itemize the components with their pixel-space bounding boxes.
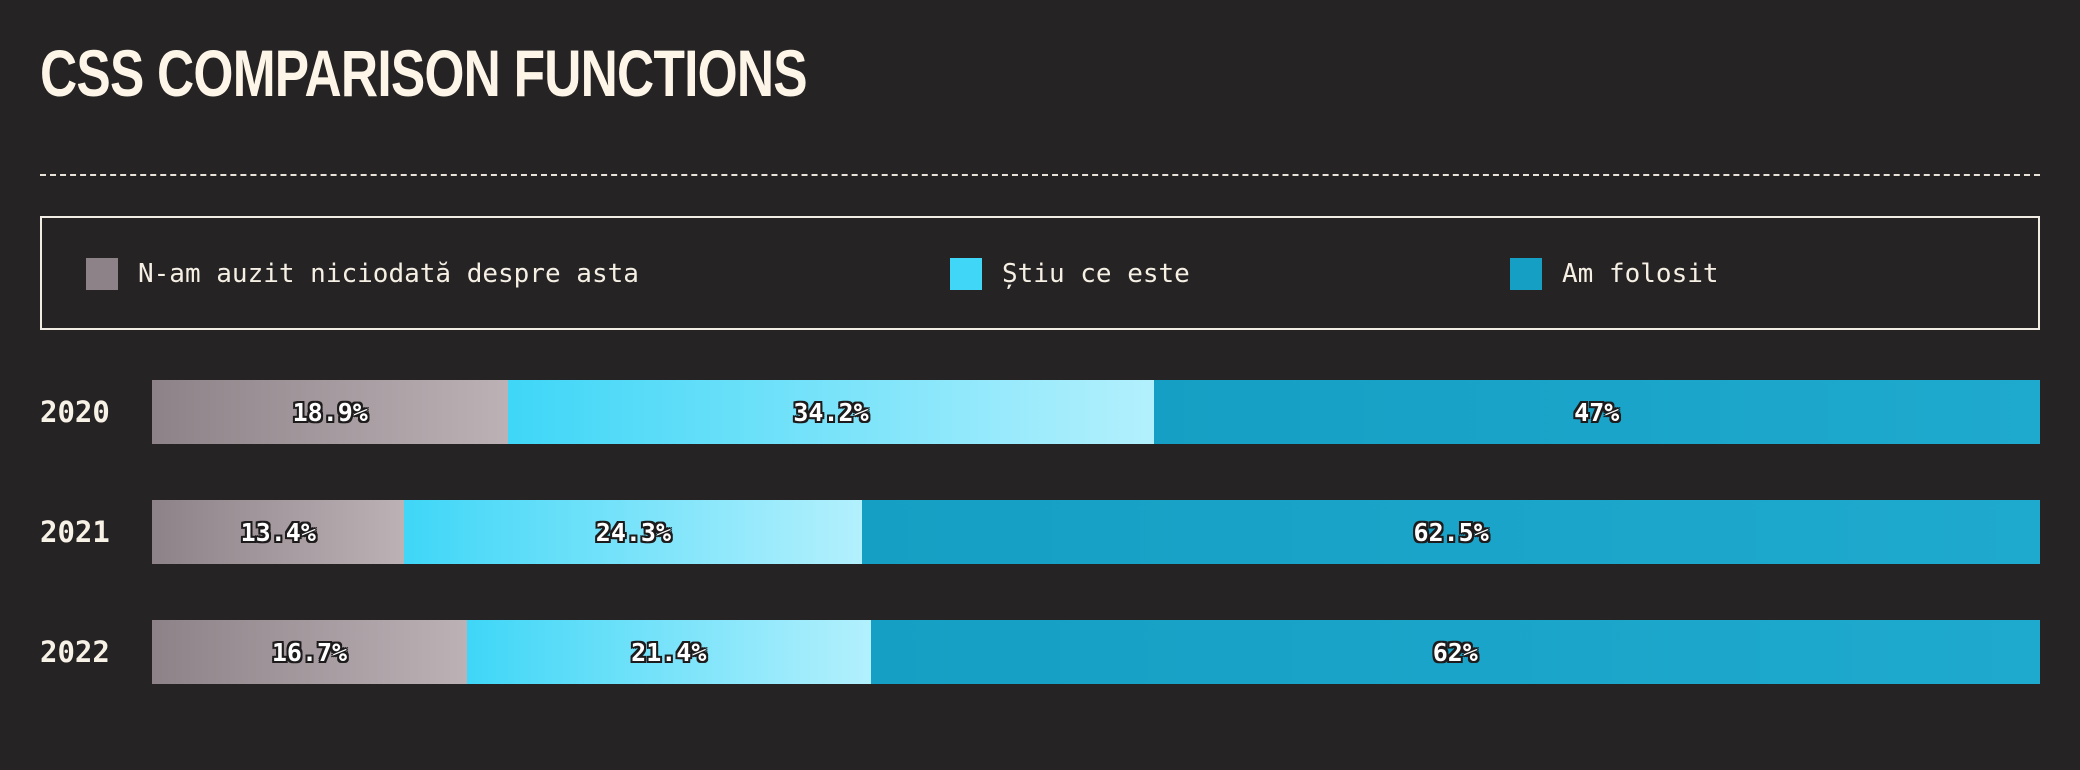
bar-segment-know-what-it-is: 21.4%: [466, 620, 871, 684]
chart-title: CSS COMPARISON FUNCTIONS: [40, 36, 808, 110]
legend-item-never-heard: N-am auzit niciodată despre asta: [86, 258, 639, 290]
legend-item-used-it: Am folosit: [1510, 258, 1719, 290]
bar-segment-used-it: 47%: [1153, 380, 2040, 444]
bar-row-2021: 2021 13.4% 24.3% 62.5%: [40, 500, 2040, 564]
legend: N-am auzit niciodată despre asta Știu ce…: [40, 216, 2040, 330]
legend-swatch-never-heard: [86, 258, 118, 290]
year-label: 2022: [40, 635, 110, 669]
bar-segment-used-it: 62.5%: [862, 500, 2040, 564]
stacked-bar: 18.9% 34.2% 47%: [152, 380, 2040, 444]
bar-row-2022: 2022 16.7% 21.4% 62%: [40, 620, 2040, 684]
legend-swatch-used-it: [1510, 258, 1542, 290]
bar-segment-used-it: 62%: [870, 620, 2040, 684]
data-label: 47%: [1574, 397, 1620, 427]
data-label: 16.7%: [271, 637, 348, 667]
data-label: 21.4%: [631, 637, 707, 667]
year-label: 2021: [40, 515, 110, 549]
data-label: 34.2%: [793, 397, 869, 427]
bar-segment-know-what-it-is: 24.3%: [404, 500, 863, 564]
data-label: 62%: [1432, 637, 1478, 667]
bar-row-2020: 2020 18.9% 34.2% 47%: [40, 380, 2040, 444]
legend-item-know-what-it-is: Știu ce este: [950, 258, 1190, 290]
legend-swatch-know-what-it-is: [950, 258, 982, 290]
legend-label-never-heard: N-am auzit niciodată despre asta: [138, 259, 639, 289]
year-label: 2020: [40, 395, 110, 429]
stacked-bar: 16.7% 21.4% 62%: [152, 620, 2040, 684]
bar-segment-never-heard: 16.7%: [152, 620, 467, 684]
data-label: 18.9%: [292, 397, 368, 427]
data-label: 62.5%: [1413, 517, 1489, 547]
legend-label-know-what-it-is: Știu ce este: [1002, 259, 1190, 289]
legend-label-used-it: Am folosit: [1562, 259, 1719, 289]
data-label: 24.3%: [595, 517, 672, 547]
bar-segment-know-what-it-is: 34.2%: [508, 380, 1154, 444]
bar-segment-never-heard: 13.4%: [152, 500, 405, 564]
stacked-bar: 13.4% 24.3% 62.5%: [152, 500, 2040, 564]
data-label: 13.4%: [240, 517, 316, 547]
dashed-divider: [40, 174, 2040, 176]
bar-segment-never-heard: 18.9%: [152, 380, 509, 444]
